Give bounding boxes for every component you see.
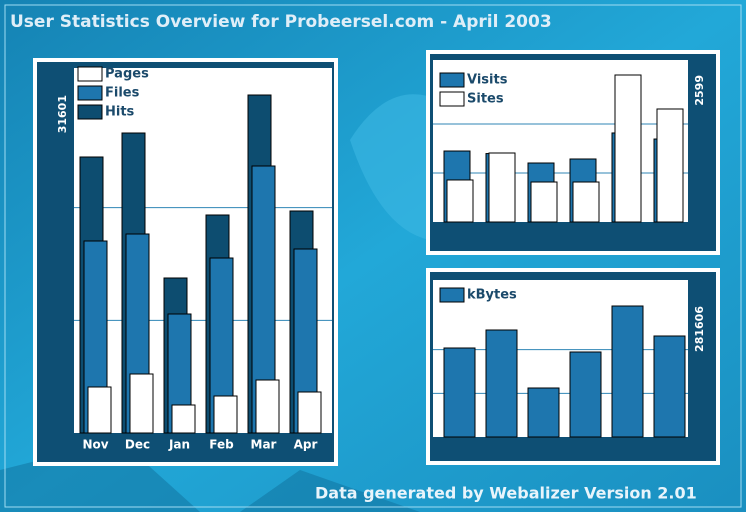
bar [88,387,111,433]
y-tick-label: 31601 [56,95,69,133]
bar [214,396,237,433]
legend-label: Hits [105,105,135,120]
bar [444,348,475,437]
bar [447,180,473,222]
legend-swatch [78,67,102,81]
bar [298,392,321,433]
legend-label: kBytes [467,288,517,303]
legend-label: Files [105,86,140,101]
footer: Data generated by Webalizer Version 2.01 [315,484,697,503]
x-tick-label: Apr [294,438,318,452]
legend-swatch [440,92,464,106]
legend-swatch [78,105,102,119]
legend-swatch [78,86,102,100]
bar [256,380,279,433]
x-tick-label: Mar [251,438,277,452]
bar [486,330,517,437]
y-tick-label: 2599 [693,75,706,106]
bar [657,109,683,222]
bar [172,405,195,433]
x-tick-label: Feb [209,438,234,452]
legend-swatch [440,288,464,302]
screenshot: User Statistics Overview for Probeersel.… [0,0,746,512]
bar [528,388,559,437]
legend-label: Pages [105,67,149,82]
bar [570,352,601,437]
bar [489,153,515,222]
y-tick-label: 281606 [693,306,706,352]
bar [612,306,643,437]
bar [615,75,641,222]
x-tick-label: Jan [168,438,190,452]
bar [654,336,685,437]
x-tick-label: Dec [125,438,150,452]
legend-swatch [440,73,464,87]
legend-label: Sites [467,92,504,107]
x-tick-label: Nov [82,438,108,452]
bar [130,374,153,433]
title: User Statistics Overview for Probeersel.… [10,12,552,32]
legend-label: Visits [467,73,508,88]
bar [573,182,599,222]
bar [531,182,557,222]
